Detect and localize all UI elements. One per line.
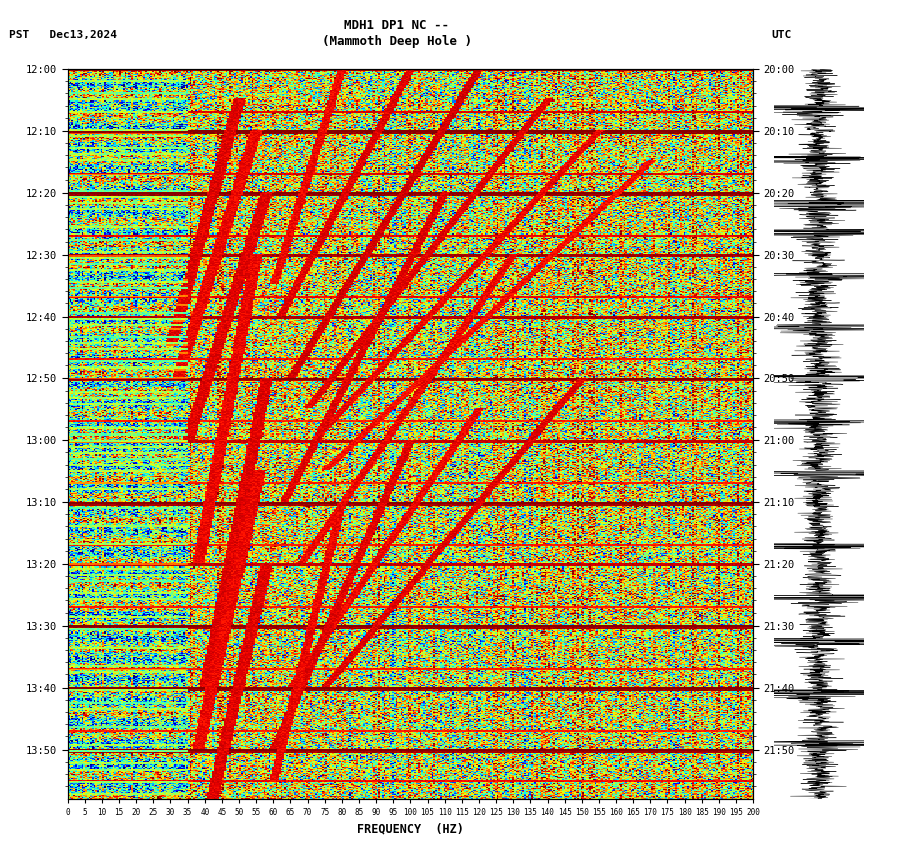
X-axis label: FREQUENCY  (HZ): FREQUENCY (HZ) bbox=[357, 823, 464, 835]
Text: UTC: UTC bbox=[771, 30, 791, 41]
Text: (Mammoth Deep Hole ): (Mammoth Deep Hole ) bbox=[322, 35, 472, 48]
Text: MDH1 DP1 NC --: MDH1 DP1 NC -- bbox=[345, 19, 449, 32]
Text: PST   Dec13,2024: PST Dec13,2024 bbox=[9, 30, 117, 41]
